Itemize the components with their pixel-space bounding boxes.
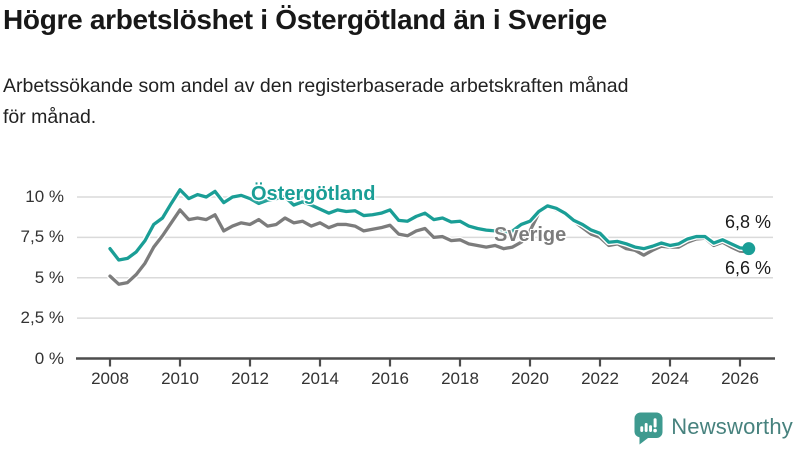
y-axis-label: 10 %	[25, 187, 64, 206]
exclamation-bar	[653, 418, 657, 428]
x-axis-label: 2010	[161, 369, 199, 388]
x-axis-label: 2026	[721, 369, 759, 388]
bar-3	[649, 425, 653, 432]
x-axis-label: 2018	[441, 369, 479, 388]
y-axis-label: 7,5 %	[20, 227, 64, 247]
page-title: Högre arbetslöshet i Östergötland än i S…	[3, 4, 607, 35]
series-label-sverige: Sverige	[494, 224, 567, 246]
x-axis-label: 2016	[371, 369, 409, 388]
x-axis-label: 2008	[91, 369, 129, 388]
newsworthy-wordmark: Newsworthy	[671, 414, 793, 439]
x-axis-label: 2024	[651, 369, 689, 388]
page-subtitle: Arbetssökande som andel av den registerb…	[3, 71, 793, 133]
series-line-sverige	[108, 203, 751, 286]
end-value-label-ostergotland: 6,8 %	[724, 212, 771, 232]
end-point-marker	[742, 242, 756, 256]
subtitle-line-2: för månad.	[3, 106, 97, 128]
end-value-label-sverige: 6,6 %	[724, 258, 771, 278]
bar-2	[644, 423, 648, 432]
newsworthy-logo[interactable]: Newsworthy	[634, 412, 793, 445]
speech-bubble-bar-chart-icon	[634, 412, 663, 445]
speech-bubble-shape	[634, 412, 663, 445]
x-axis-label: 2020	[511, 369, 549, 388]
y-axis-label: 2,5 %	[20, 308, 64, 328]
x-axis-label: 2022	[581, 369, 619, 388]
bar-1	[640, 426, 644, 432]
x-axis-label: 2014	[301, 369, 339, 388]
x-axis-label: 2012	[231, 369, 269, 388]
series-label-ostergotland: Östergötland	[251, 183, 376, 205]
y-axis-label: 0 %	[34, 348, 64, 368]
exclamation-dot	[653, 428, 658, 433]
y-axis-label: 5 %	[34, 267, 64, 287]
series-line-ostergotland	[108, 188, 751, 262]
subtitle-line-1: Arbetssökande som andel av den registerb…	[3, 75, 629, 97]
